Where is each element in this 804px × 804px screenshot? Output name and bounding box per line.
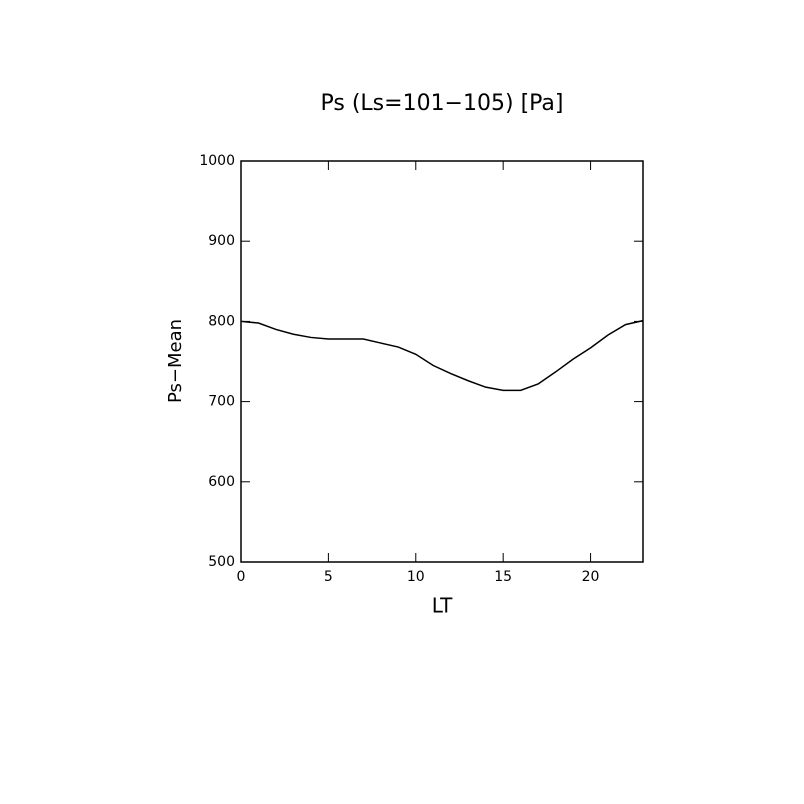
y-tick-label: 900 [208,233,235,249]
x-tick-label: 5 [324,569,333,585]
plot-frame [240,160,644,563]
y-tick-label: 1000 [199,153,235,169]
y-tick-label: 800 [208,313,235,329]
chart-title: Ps (Ls=101−105) [Pa] [321,91,564,116]
y-tick-label: 500 [208,554,235,570]
x-tick-label: 10 [407,569,425,585]
y-tick-label: 600 [208,474,235,490]
x-tick-label: 20 [582,569,600,585]
x-tick-label: 15 [494,569,512,585]
x-tick-label: 0 [237,569,246,585]
x-axis-label: LT [432,594,453,618]
y-tick-label: 700 [208,394,235,410]
data-line [240,319,644,392]
y-axis-label: Ps−Mean [165,319,186,403]
